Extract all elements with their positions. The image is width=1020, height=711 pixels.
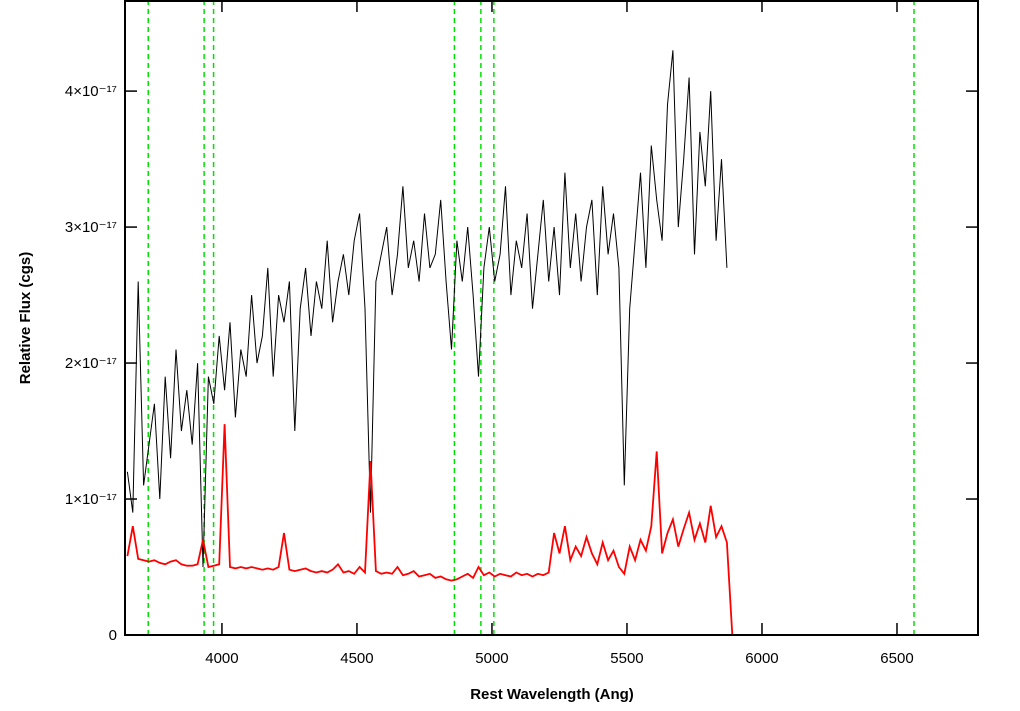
y-tick-label: 3×10⁻¹⁷ (65, 219, 117, 236)
x-axis-label: Rest Wavelength (Ang) (470, 686, 634, 703)
y-tick-label: 0 (109, 627, 117, 644)
series-line (126, 50, 728, 568)
y-axis-label: Relative Flux (cgs) (17, 252, 34, 385)
series-line (126, 424, 978, 635)
plot-frame (124, 0, 979, 636)
y-tick-label: 1×10⁻¹⁷ (65, 491, 117, 508)
y-tick-label: 2×10⁻¹⁷ (65, 355, 117, 372)
x-tick-label: 5500 (610, 650, 643, 667)
x-tick-label: 6500 (880, 650, 913, 667)
x-tick-label: 5000 (475, 650, 508, 667)
x-tick-label: 4000 (205, 650, 238, 667)
y-tick-label: 4×10⁻¹⁷ (65, 83, 117, 100)
x-tick-label: 4500 (340, 650, 373, 667)
x-tick-label: 6000 (745, 650, 778, 667)
